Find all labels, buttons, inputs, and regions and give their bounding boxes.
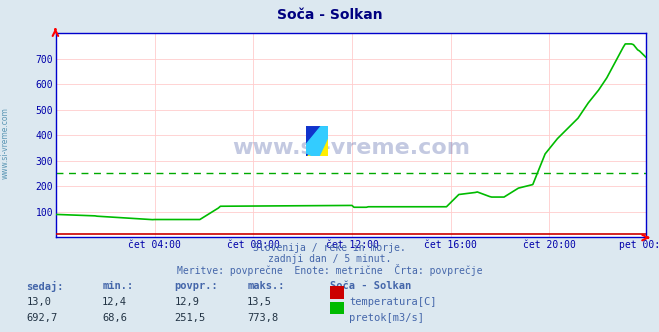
Text: maks.:: maks.:	[247, 281, 285, 290]
Text: 251,5: 251,5	[175, 313, 206, 323]
Polygon shape	[306, 126, 328, 156]
Text: min.:: min.:	[102, 281, 133, 290]
Text: www.si-vreme.com: www.si-vreme.com	[1, 107, 10, 179]
Text: sedaj:: sedaj:	[26, 281, 64, 291]
Polygon shape	[306, 126, 328, 156]
Text: www.si-vreme.com: www.si-vreme.com	[232, 137, 470, 158]
Text: Meritve: povprečne  Enote: metrične  Črta: povprečje: Meritve: povprečne Enote: metrične Črta:…	[177, 264, 482, 276]
Text: pretok[m3/s]: pretok[m3/s]	[349, 313, 424, 323]
Text: Soča - Solkan: Soča - Solkan	[277, 8, 382, 22]
Text: 692,7: 692,7	[26, 313, 57, 323]
Text: 12,9: 12,9	[175, 297, 200, 307]
Text: 773,8: 773,8	[247, 313, 278, 323]
Text: 68,6: 68,6	[102, 313, 127, 323]
Text: Slovenija / reke in morje.: Slovenija / reke in morje.	[253, 243, 406, 253]
Text: 13,5: 13,5	[247, 297, 272, 307]
Text: zadnji dan / 5 minut.: zadnji dan / 5 minut.	[268, 254, 391, 264]
Text: temperatura[C]: temperatura[C]	[349, 297, 437, 307]
Polygon shape	[306, 126, 328, 156]
Text: 12,4: 12,4	[102, 297, 127, 307]
Text: povpr.:: povpr.:	[175, 281, 218, 290]
Text: Soča - Solkan: Soča - Solkan	[330, 281, 411, 290]
Text: 13,0: 13,0	[26, 297, 51, 307]
